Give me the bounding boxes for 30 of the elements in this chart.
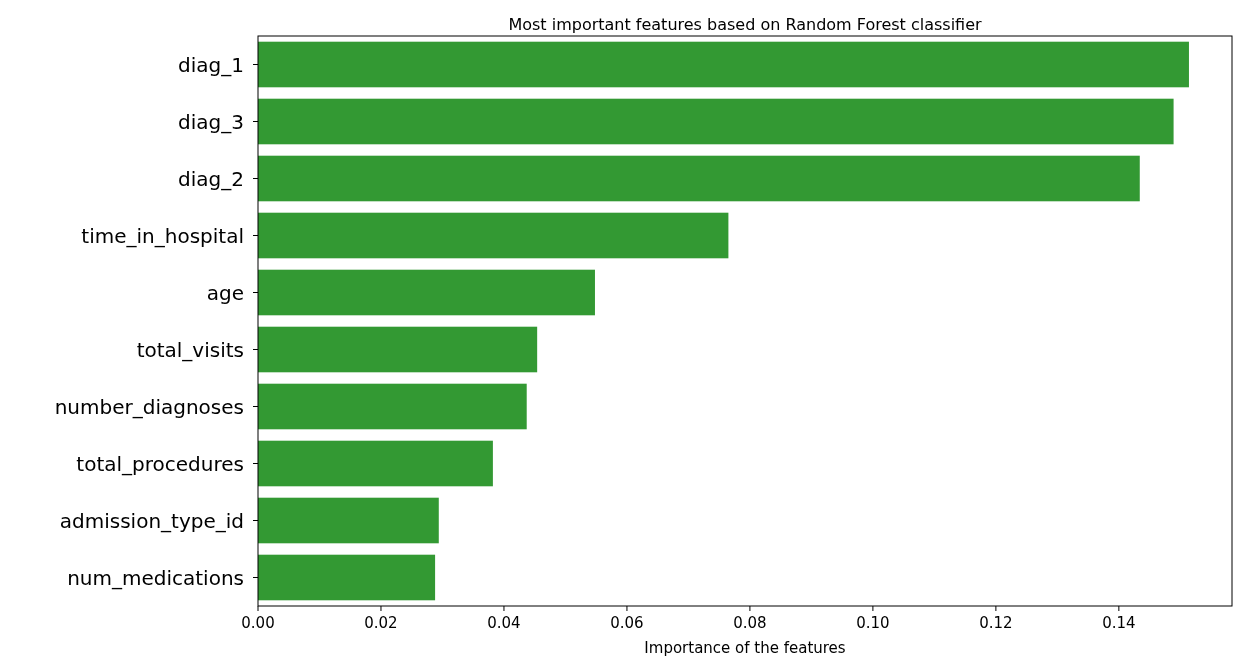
x-tick-label: 0.14: [1102, 614, 1136, 632]
bar: [258, 326, 538, 373]
x-tick-label: 0.08: [733, 614, 767, 632]
x-tick-label: 0.12: [979, 614, 1013, 632]
y-tick-label: diag_1: [178, 52, 244, 77]
bar: [258, 383, 527, 430]
x-axis-title: Importance of the features: [644, 639, 846, 657]
y-tick-label: age: [206, 280, 244, 305]
bar: [258, 269, 595, 316]
x-tick-label: 0.04: [487, 614, 521, 632]
bar: [258, 155, 1140, 202]
x-tick-label: 0.02: [364, 614, 398, 632]
bar: [258, 98, 1174, 145]
x-tick-label: 0.10: [856, 614, 890, 632]
x-tick-label: 0.00: [241, 614, 275, 632]
bar: [258, 41, 1189, 88]
bar: [258, 212, 729, 259]
y-tick-label: diag_2: [178, 166, 244, 191]
bar: [258, 554, 436, 601]
y-tick-label: number_diagnoses: [54, 394, 244, 419]
bar: [258, 440, 493, 487]
y-tick-label: admission_type_id: [59, 508, 244, 533]
y-tick-label: time_in_hospital: [81, 223, 244, 248]
y-tick-label: num_medications: [67, 565, 244, 590]
x-tick-label: 0.06: [610, 614, 644, 632]
y-tick-label: total_procedures: [76, 451, 244, 476]
chart-title: Most important features based on Random Forest classifier: [508, 15, 983, 34]
y-tick-label: total_visits: [136, 337, 244, 362]
bar: [258, 497, 439, 544]
y-tick-label: diag_3: [178, 109, 244, 134]
